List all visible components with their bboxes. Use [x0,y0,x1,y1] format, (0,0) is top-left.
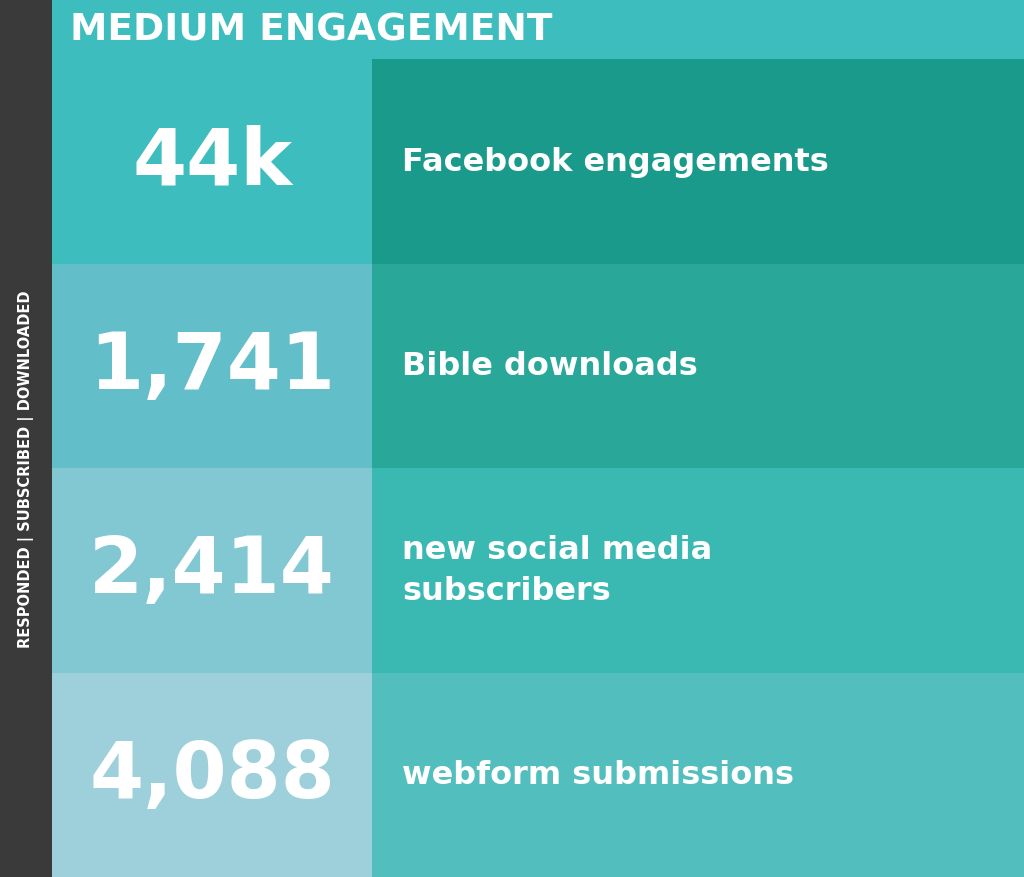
Text: new social media
subscribers: new social media subscribers [402,535,713,606]
FancyBboxPatch shape [372,264,1024,468]
FancyBboxPatch shape [0,0,52,877]
Text: Facebook engagements: Facebook engagements [402,146,828,177]
FancyBboxPatch shape [52,673,372,877]
FancyBboxPatch shape [52,264,372,468]
Text: RESPONDED | SUBSCRIBED | DOWNLOADED: RESPONDED | SUBSCRIBED | DOWNLOADED [18,290,34,647]
Text: 4,088: 4,088 [89,737,335,813]
FancyBboxPatch shape [372,673,1024,877]
FancyBboxPatch shape [52,0,1024,60]
FancyBboxPatch shape [372,60,1024,264]
Text: Bible downloads: Bible downloads [402,351,697,381]
Text: 2,414: 2,414 [89,532,335,609]
Text: webform submissions: webform submissions [402,759,794,790]
FancyBboxPatch shape [52,60,372,264]
FancyBboxPatch shape [372,468,1024,673]
Text: 1,741: 1,741 [89,328,335,404]
Text: 44k: 44k [132,125,292,200]
FancyBboxPatch shape [52,468,372,673]
Text: MEDIUM ENGAGEMENT: MEDIUM ENGAGEMENT [70,12,553,48]
